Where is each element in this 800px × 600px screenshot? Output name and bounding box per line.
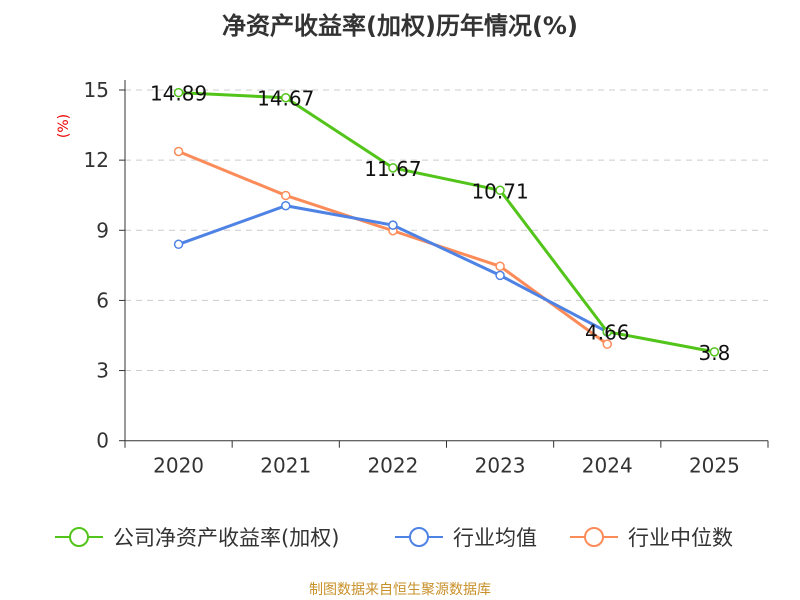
data-label: 11.67 — [364, 157, 421, 181]
x-tick-label: 2020 — [153, 454, 204, 478]
data-point — [709, 347, 720, 357]
legend-marker — [409, 527, 429, 547]
x-tick-label: 2022 — [367, 454, 418, 478]
x-tick-label: 2024 — [582, 454, 633, 478]
source-note: 制图数据来自恒生聚源数据库 — [309, 582, 491, 598]
data-label: 14.89 — [150, 82, 207, 106]
data-point — [173, 239, 184, 250]
legend-label: 行业均值 — [453, 526, 537, 550]
y-tick-label: 12 — [84, 148, 109, 172]
data-point — [602, 326, 612, 337]
y-tick-label: 15 — [84, 78, 109, 102]
data-point — [281, 190, 291, 201]
data-label: 4.66 — [585, 321, 630, 345]
data-point — [281, 200, 291, 211]
data-point — [388, 220, 398, 230]
legend-marker — [69, 527, 89, 547]
y-tick-label: 3 — [96, 359, 109, 383]
data-point — [495, 185, 505, 196]
x-tick-label: 2025 — [689, 454, 740, 478]
data-label: 10.71 — [471, 179, 528, 203]
chart-title: 净资产收益率(加权)历年情况(%) — [222, 12, 578, 40]
x-tick-label: 2021 — [260, 454, 311, 478]
x-tick-label: 2023 — [475, 454, 526, 478]
data-point — [173, 146, 184, 157]
data-point — [281, 92, 291, 103]
data-point — [495, 261, 505, 272]
data-point — [173, 87, 184, 98]
data-point — [602, 339, 612, 349]
legend-label: 行业中位数 — [628, 526, 733, 550]
series-line-0 — [178, 91, 715, 354]
legend-marker — [584, 527, 604, 547]
y-tick-label: 9 — [96, 218, 109, 242]
data-point — [495, 270, 505, 281]
data-label: 14.67 — [257, 87, 314, 111]
y-tick-label: 0 — [96, 429, 109, 453]
data-point — [388, 163, 398, 173]
y-axis-label: (%) — [56, 114, 72, 138]
y-tick-label: 6 — [96, 288, 109, 312]
data-label: 3.8 — [699, 341, 731, 365]
legend-label: 公司净资产收益率(加权) — [113, 526, 339, 550]
